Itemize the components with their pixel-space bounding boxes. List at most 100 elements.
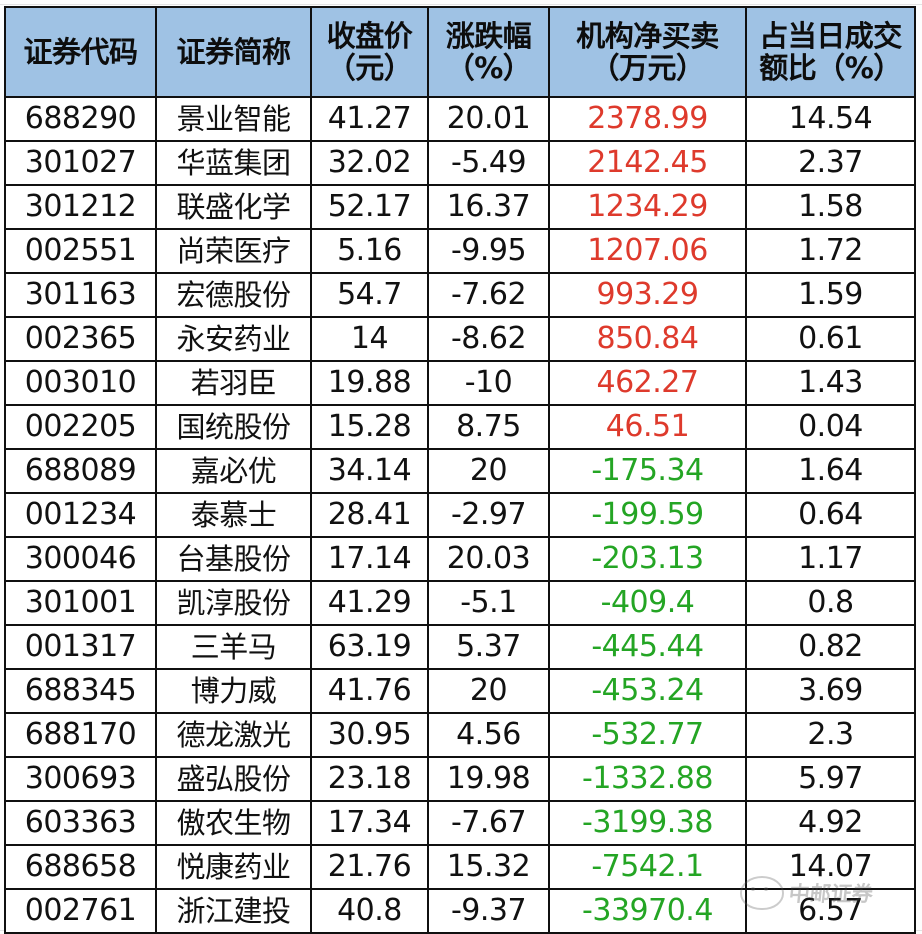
- table-row: 001234 泰慕士 28.41 -2.97 -199.59 0.64: [4, 492, 916, 538]
- cell-name: 宏德股份: [155, 272, 312, 318]
- cell-turnover-ratio: 0.61: [745, 316, 916, 362]
- cell-code: 001317: [4, 624, 157, 670]
- cell-code: 301027: [4, 140, 157, 186]
- table-row: 001317 三羊马 63.19 5.37 -445.44 0.82: [4, 624, 916, 670]
- cell-change: -9.37: [427, 888, 550, 934]
- cell-name: 悦康药业: [155, 844, 312, 890]
- cell-change: -7.67: [427, 800, 550, 846]
- cell-name: 台基股份: [155, 536, 312, 582]
- cell-net-buy-sell: -203.13: [548, 536, 747, 582]
- cell-turnover-ratio: 1.58: [745, 184, 916, 230]
- cell-turnover-ratio: 6.57: [745, 888, 916, 934]
- cell-price: 14: [310, 316, 429, 362]
- table-row: 301001 凯淳股份 41.29 -5.1 -409.4 0.8: [4, 580, 916, 626]
- cell-turnover-ratio: 1.43: [745, 360, 916, 406]
- cell-name: 三羊马: [155, 624, 312, 670]
- cell-code: 002205: [4, 404, 157, 450]
- table-row: 688170 德龙激光 30.95 4.56 -532.77 2.3: [4, 712, 916, 758]
- cell-price: 15.28: [310, 404, 429, 450]
- cell-name: 华蓝集团: [155, 140, 312, 186]
- cell-name: 嘉必优: [155, 448, 312, 494]
- cell-price: 34.14: [310, 448, 429, 494]
- cell-net-buy-sell: -175.34: [548, 448, 747, 494]
- cell-turnover-ratio: 0.04: [745, 404, 916, 450]
- column-header-name: 证券简称: [155, 6, 312, 98]
- cell-net-buy-sell: -3199.38: [548, 800, 747, 846]
- cell-net-buy-sell: -7542.1: [548, 844, 747, 890]
- cell-code: 688290: [4, 96, 157, 142]
- cell-code: 688170: [4, 712, 157, 758]
- table-row: 002761 浙江建投 40.8 -9.37 -33970.4 6.57: [4, 888, 916, 934]
- cell-net-buy-sell: -33970.4: [548, 888, 747, 934]
- table-body: 688290 景业智能 41.27 20.01 2378.99 14.54 301027 华蓝…: [4, 96, 916, 934]
- cell-price: 23.18: [310, 756, 429, 802]
- cell-turnover-ratio: 0.64: [745, 492, 916, 538]
- cell-code: 003010: [4, 360, 157, 406]
- cell-name: 泰慕士: [155, 492, 312, 538]
- cell-price: 40.8: [310, 888, 429, 934]
- cell-change: -8.62: [427, 316, 550, 362]
- cell-net-buy-sell: -445.44: [548, 624, 747, 670]
- cell-net-buy-sell: -532.77: [548, 712, 747, 758]
- table-row: 301027 华蓝集团 32.02 -5.49 2142.45 2.37: [4, 140, 916, 186]
- cell-price: 28.41: [310, 492, 429, 538]
- table-header: 证券代码 证券简称 收盘价 （元） 涨跌幅 （%） 机构净买卖 （万元） 占当日…: [4, 6, 916, 98]
- cell-code: 688089: [4, 448, 157, 494]
- table-row: 301212 联盛化学 52.17 16.37 1234.29 1.58: [4, 184, 916, 230]
- cell-net-buy-sell: 462.27: [548, 360, 747, 406]
- cell-change: -10: [427, 360, 550, 406]
- cell-change: -9.95: [427, 228, 550, 274]
- cell-price: 41.29: [310, 580, 429, 626]
- cell-name: 德龙激光: [155, 712, 312, 758]
- cell-name: 国统股份: [155, 404, 312, 450]
- cell-turnover-ratio: 2.37: [745, 140, 916, 186]
- cell-turnover-ratio: 1.64: [745, 448, 916, 494]
- cell-name: 盛弘股份: [155, 756, 312, 802]
- cell-name: 尚荣医疗: [155, 228, 312, 274]
- cell-net-buy-sell: 1234.29: [548, 184, 747, 230]
- cell-code: 002761: [4, 888, 157, 934]
- table-row: 300693 盛弘股份 23.18 19.98 -1332.88 5.97: [4, 756, 916, 802]
- cell-price: 17.34: [310, 800, 429, 846]
- cell-code: 002551: [4, 228, 157, 274]
- cell-net-buy-sell: 2378.99: [548, 96, 747, 142]
- cell-price: 52.17: [310, 184, 429, 230]
- cell-turnover-ratio: 3.69: [745, 668, 916, 714]
- column-header-turnover-ratio: 占当日成交 额比（%）: [745, 6, 916, 98]
- cell-net-buy-sell: -453.24: [548, 668, 747, 714]
- cell-price: 41.76: [310, 668, 429, 714]
- cell-name: 博力威: [155, 668, 312, 714]
- cell-turnover-ratio: 14.54: [745, 96, 916, 142]
- table-row: 603363 傲农生物 17.34 -7.67 -3199.38 4.92: [4, 800, 916, 846]
- column-header-net-buy-sell: 机构净买卖 （万元）: [548, 6, 747, 98]
- cell-change: 19.98: [427, 756, 550, 802]
- cell-change: 5.37: [427, 624, 550, 670]
- cell-net-buy-sell: -409.4: [548, 580, 747, 626]
- cell-price: 30.95: [310, 712, 429, 758]
- cell-turnover-ratio: 0.8: [745, 580, 916, 626]
- table-row: 688290 景业智能 41.27 20.01 2378.99 14.54: [4, 96, 916, 142]
- cell-price: 5.16: [310, 228, 429, 274]
- cell-change: -7.62: [427, 272, 550, 318]
- cell-turnover-ratio: 4.92: [745, 800, 916, 846]
- cell-net-buy-sell: 1207.06: [548, 228, 747, 274]
- stock-data-table: 证券代码 证券简称 收盘价 （元） 涨跌幅 （%） 机构净买卖 （万元） 占当日…: [4, 6, 916, 934]
- cell-price: 17.14: [310, 536, 429, 582]
- cell-price: 32.02: [310, 140, 429, 186]
- cell-code: 001234: [4, 492, 157, 538]
- cell-turnover-ratio: 2.3: [745, 712, 916, 758]
- cell-change: 4.56: [427, 712, 550, 758]
- table-row: 002205 国统股份 15.28 8.75 46.51 0.04: [4, 404, 916, 450]
- cell-name: 凯淳股份: [155, 580, 312, 626]
- table-row: 688089 嘉必优 34.14 20 -175.34 1.64: [4, 448, 916, 494]
- cell-name: 景业智能: [155, 96, 312, 142]
- cell-net-buy-sell: -1332.88: [548, 756, 747, 802]
- table-row: 688658 悦康药业 21.76 15.32 -7542.1 14.07: [4, 844, 916, 890]
- cell-turnover-ratio: 1.17: [745, 536, 916, 582]
- table-row: 002551 尚荣医疗 5.16 -9.95 1207.06 1.72: [4, 228, 916, 274]
- cell-change: 8.75: [427, 404, 550, 450]
- table-row: 301163 宏德股份 54.7 -7.62 993.29 1.59: [4, 272, 916, 318]
- table-row: 688345 博力威 41.76 20 -453.24 3.69: [4, 668, 916, 714]
- cell-net-buy-sell: 2142.45: [548, 140, 747, 186]
- table-row: 300046 台基股份 17.14 20.03 -203.13 1.17: [4, 536, 916, 582]
